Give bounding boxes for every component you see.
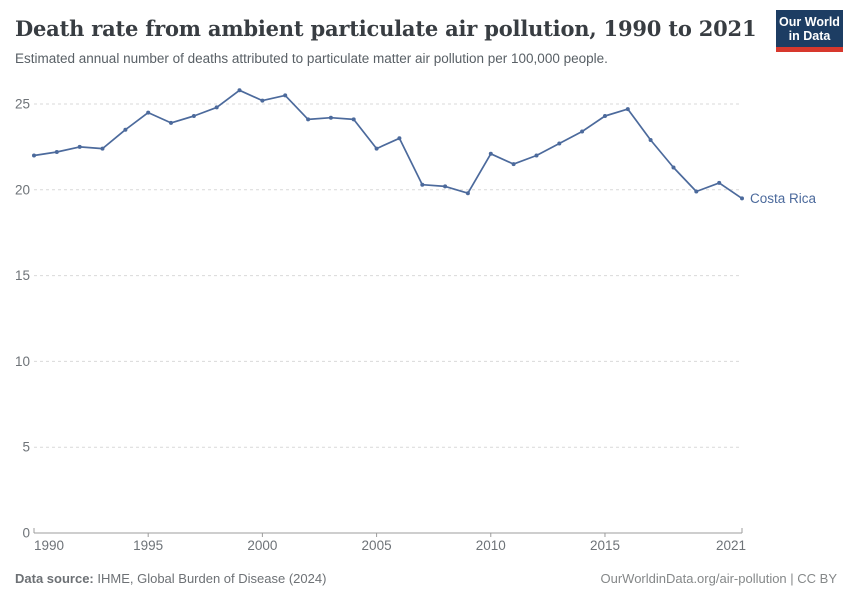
y-tick-label: 5 (22, 440, 30, 455)
owid-logo-line1: Our World (779, 14, 840, 29)
data-point (374, 146, 379, 151)
data-point (146, 110, 151, 115)
data-point (283, 93, 288, 98)
data-point (54, 150, 59, 154)
data-point (214, 105, 219, 110)
owid-logo: Our World in Data (776, 10, 843, 52)
credit-note: OurWorldinData.org/air-pollution | CC BY (600, 571, 837, 586)
data-point (306, 117, 311, 122)
x-tick-label: 2021 (716, 538, 746, 553)
data-point (648, 138, 653, 142)
page-title: Death rate from ambient particulate air … (15, 16, 757, 41)
data-point (351, 117, 356, 122)
data-point (511, 162, 516, 167)
trend-line (33, 89, 743, 200)
data-point (625, 107, 630, 112)
y-tick-label: 25 (15, 97, 30, 112)
data-source-text: IHME, Global Burden of Disease (2024) (93, 571, 327, 586)
chart-footer: Data source: IHME, Global Burden of Dise… (15, 571, 837, 586)
x-tick-label: 2010 (476, 538, 506, 553)
x-tick-label: 2000 (247, 538, 277, 553)
chart-subtitle: Estimated annual number of deaths attrib… (15, 51, 608, 66)
y-gridlines: 0 5 10 15 20 25 (15, 97, 743, 541)
data-point (260, 98, 265, 103)
data-point (603, 114, 607, 118)
data-point (237, 88, 242, 93)
data-point (580, 129, 585, 134)
data-point (443, 184, 448, 189)
data-point (328, 115, 333, 120)
y-tick-label: 0 (22, 526, 30, 541)
x-tick-label: 1990 (34, 538, 64, 553)
data-point (465, 191, 470, 196)
x-tick-label: 2015 (590, 538, 620, 553)
owid-logo-line2: in Data (788, 28, 831, 43)
data-point (397, 136, 402, 141)
data-point (100, 146, 105, 151)
series-end-label: Costa Rica (750, 191, 817, 206)
data-point (557, 141, 562, 146)
data-point (420, 182, 425, 187)
data-point (671, 165, 676, 170)
x-tick-label: 1995 (133, 538, 163, 553)
x-axis-ticks: 1990 1995 2000 2005 2010 2015 2021 (34, 533, 746, 553)
data-point (488, 151, 493, 156)
data-point (123, 127, 128, 132)
data-source-note: Data source: IHME, Global Burden of Dise… (15, 571, 326, 586)
series-costa-rica: Costa Rica (32, 88, 817, 206)
y-tick-label: 15 (15, 268, 30, 283)
data-point (740, 196, 744, 201)
data-source-label: Data source: (15, 571, 94, 586)
data-point (534, 153, 539, 158)
x-tick-label: 2005 (362, 538, 392, 553)
data-point (717, 180, 722, 185)
data-point (169, 120, 173, 125)
data-point (77, 144, 82, 149)
y-tick-label: 10 (15, 354, 30, 369)
y-tick-label: 20 (15, 182, 30, 197)
data-point (32, 153, 36, 158)
data-point (694, 189, 699, 194)
data-point (191, 114, 196, 118)
